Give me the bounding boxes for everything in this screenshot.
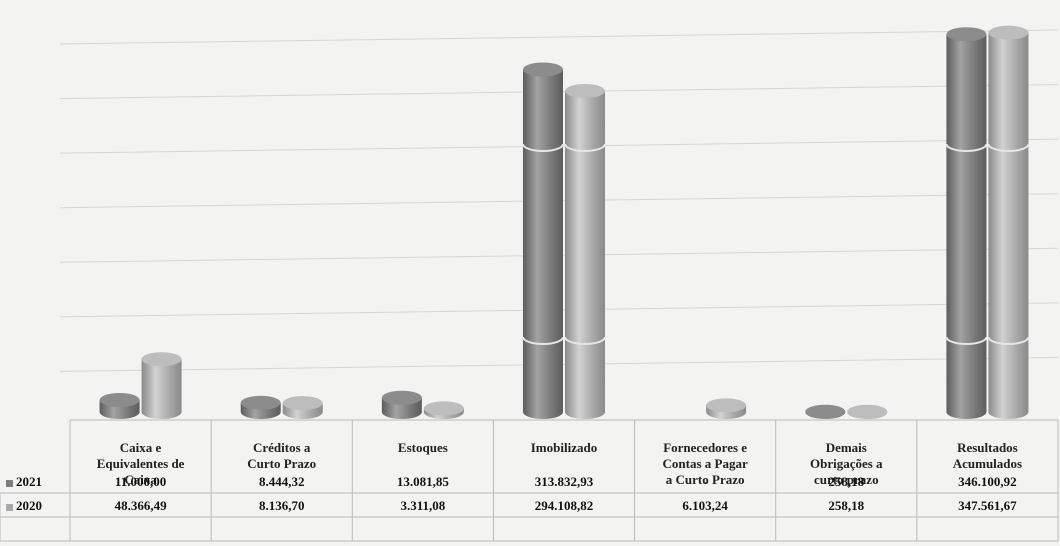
data-label: 8.444,32 [258,474,305,489]
category-label: Caixa e Equivalentes de Caixa [70,440,211,500]
bar-2021-6 [945,27,988,420]
legend-swatch-2021 [6,479,13,487]
data-label: 347.561,67 [958,498,1017,513]
bar-2020-3 [564,84,606,420]
data-label: - [702,474,708,489]
data-row-2020: 2020 48.366,49 8.136,70 3.311,08 294.108,82… [0,495,1060,517]
bar-2020-6 [987,25,1030,420]
bar-2020-2 [423,401,464,420]
category-label-line: Obrigações a [809,456,883,471]
legend-swatch-2020 [6,503,13,511]
bar-2021-3 [522,62,564,420]
row-header-2020: 2020 [6,498,66,514]
category-label-line: Resultados [957,440,1018,455]
category-label-line: Créditos a [253,440,311,455]
category-label-line: Caixa [124,472,157,487]
category-label-line: Acumulados [952,456,1023,471]
category-label-line: curto prazo [813,472,879,487]
data-label: 294.108,82 [534,498,594,513]
category-label-line: Curto Prazo [247,456,317,471]
row-header-2021: 2021 [6,474,66,490]
bar-2021-0 [99,392,140,420]
data-label: 11.000,00 [114,474,167,489]
bar-2021-2 [381,390,422,420]
data-label: 346.100,92 [958,474,1017,489]
category-label: Fornecedores e Contas a Pagar a Curto Praz… [635,440,776,500]
category-label-line: a Curto Prazo [665,472,745,487]
data-label: 8.136,70 [258,498,305,513]
bar-2020-0 [141,352,182,420]
bar-2021-5 [805,404,846,420]
category-label: Demais Obrigações a curto prazo [776,440,917,500]
category-label-line: Fornecedores e [663,440,748,455]
bar-2021-1 [240,395,281,419]
bar-2020-4 [706,398,747,420]
category-label: Imobilizado [493,440,634,500]
data-label: 48.366,49 [114,498,167,513]
bar-2020-1 [282,396,323,420]
category-label-line: Caixa e [119,440,162,455]
category-label-line: Estoques [397,440,448,455]
category-label-line: Imobilizado [530,440,598,455]
category-label-line: Demais [825,440,867,455]
category-label: Créditos a Curto Prazo [211,440,352,500]
data-label: 3.311,08 [400,498,446,513]
data-table-lines [0,419,1059,542]
series-name-2020: 2020 [16,498,42,513]
category-label: Estoques [352,440,493,500]
bar-2020-5 [847,404,888,420]
category-label: Resultados Acumulados [917,440,1058,500]
data-label: 258,18 [828,498,865,513]
series-name-2021: 2021 [16,474,42,489]
data-label: 258,18 [828,474,865,489]
bars [99,25,1030,420]
data-label: 13.081,85 [396,474,449,489]
gridline [59,29,1059,45]
category-label-line: Contas a Pagar [662,456,748,471]
category-label-line: Equivalentes de [96,456,185,471]
data-label: 6.103,24 [682,498,728,513]
data-row-2021: 2021 11.000,00 8.444,32 13.081,85 313.832,9… [0,471,1060,493]
data-label: 313.832,93 [534,474,594,489]
